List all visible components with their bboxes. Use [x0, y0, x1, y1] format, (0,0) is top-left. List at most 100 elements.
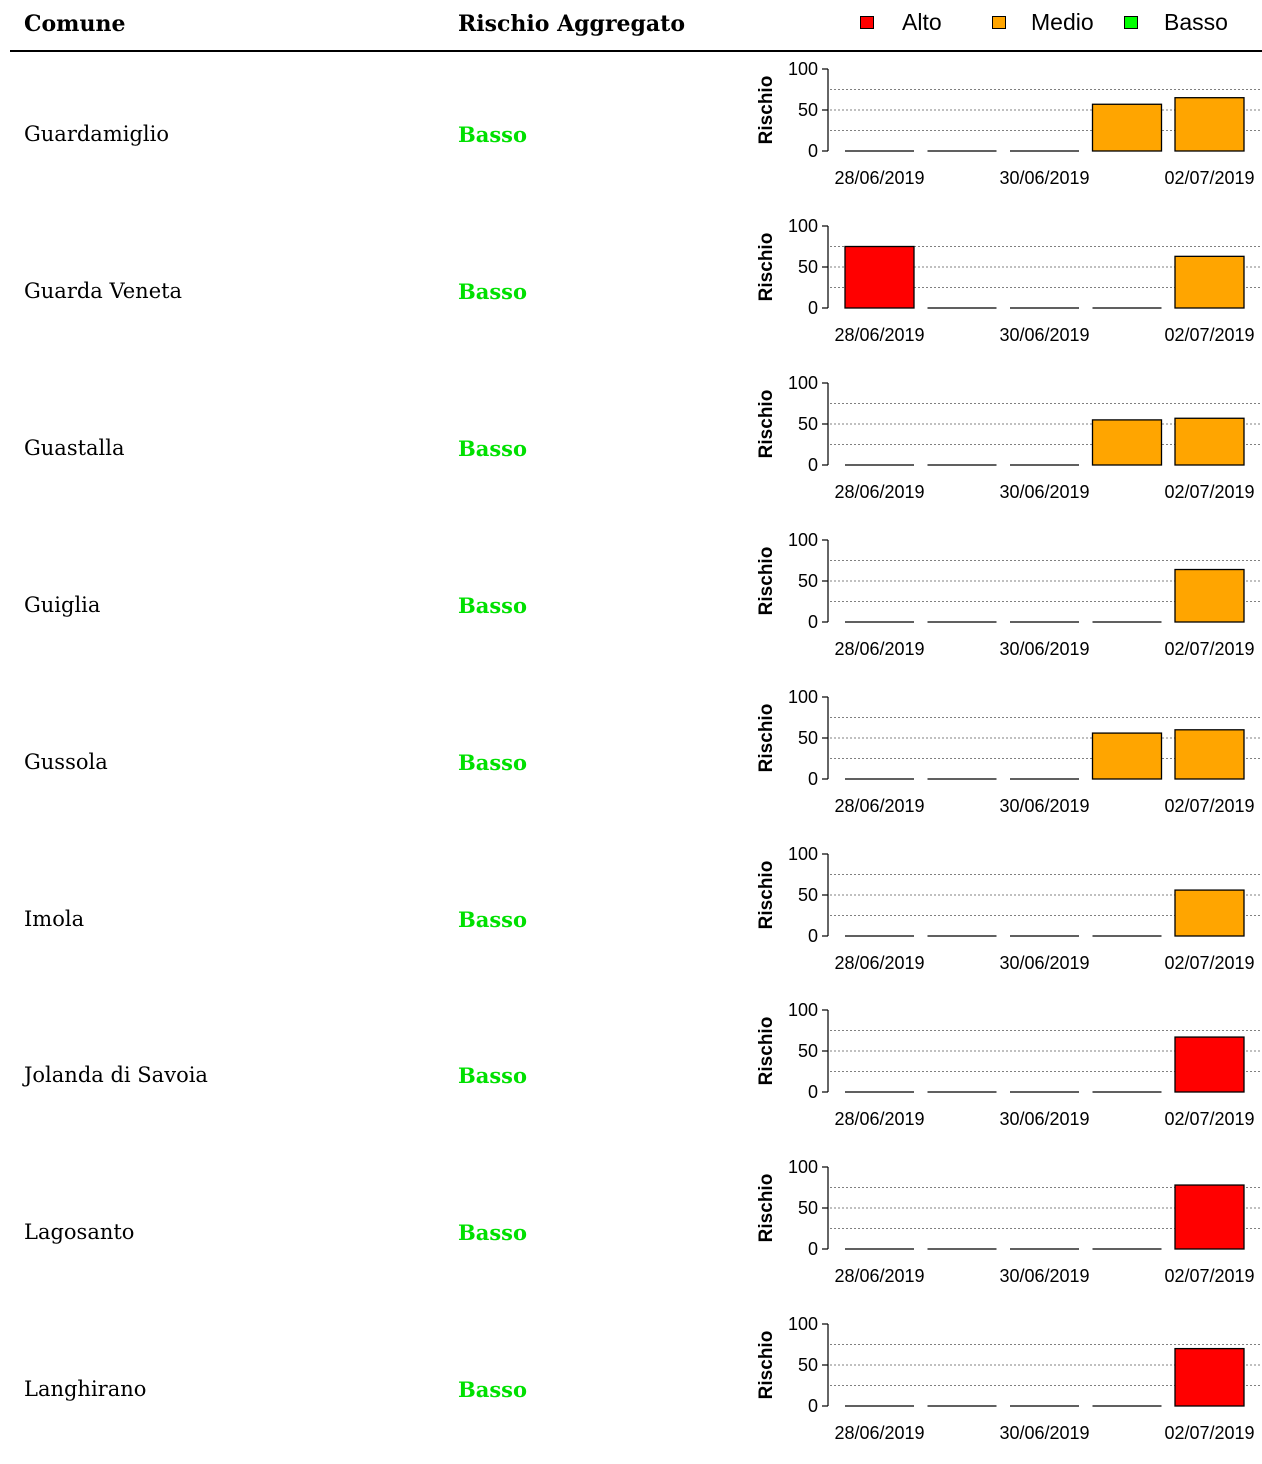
y-tick-label: 50 [798, 257, 818, 277]
legend-label-basso: Basso [1164, 9, 1228, 35]
risk-bar [1174, 1184, 1245, 1250]
y-tick-label: 0 [808, 1396, 818, 1416]
rischio-aggregato-value: Basso [458, 278, 528, 304]
y-tick-label: 100 [788, 687, 818, 707]
rischio-aggregato-value: Basso [458, 592, 528, 618]
comune-name: Imola [24, 906, 85, 931]
risk-bar-chart: 0 50 100 Rischio 28/06/2019 30/06/2019 02/07/2… [756, 1157, 1261, 1286]
comune-name: Gussola [24, 749, 108, 774]
x-tick-label: 02/07/2019 [1164, 168, 1254, 188]
risk-bar-chart: 0 50 100 Rischio 28/06/2019 30/06/2019 02/07/2… [756, 1314, 1261, 1443]
header-divider [10, 50, 1262, 52]
risk-bar-chart: 0 50 100 Rischio 28/06/2019 30/06/2019 02/07/2… [756, 216, 1261, 345]
rischio-aggregato-value: Basso [458, 1377, 528, 1403]
y-axis-label: Rischio [756, 546, 777, 615]
x-tick-label: 30/06/2019 [999, 482, 1089, 502]
y-tick-label: 100 [788, 844, 818, 864]
rischio-aggregato-value: Basso [458, 1220, 528, 1246]
table-row: Guastalla Basso 0 50 100 Rischio 28/06/2019 30/… [0, 366, 1262, 523]
x-tick-label: 28/06/2019 [834, 639, 924, 659]
y-axis-label: Rischio [756, 1017, 777, 1086]
x-tick-label: 02/07/2019 [1164, 325, 1254, 345]
comune-name: Guardamiglio [24, 122, 169, 146]
rischio-aggregato-value: Basso [458, 749, 528, 775]
risk-bar [1174, 1036, 1245, 1094]
risk-bar-chart: 0 50 100 Rischio 28/06/2019 30/06/2019 02/07/2… [756, 844, 1261, 973]
risk-bar [1091, 103, 1163, 152]
x-tick-label: 30/06/2019 [999, 1109, 1089, 1129]
comune-name: Langhirano [24, 1377, 147, 1402]
x-tick-label: 02/07/2019 [1164, 953, 1254, 973]
risk-bar [844, 245, 915, 309]
legend-label-medio: Medio [1031, 9, 1094, 35]
y-tick-label: 100 [788, 59, 818, 79]
table-row: Langhirano Basso 0 50 100 Rischio 28/06/2019 30… [0, 1307, 1262, 1464]
x-tick-label: 30/06/2019 [999, 1266, 1089, 1286]
comune-column-header: Comune [24, 11, 126, 37]
risk-bar-chart: 0 50 100 Rischio 28/06/2019 30/06/2019 02/07/2… [756, 373, 1261, 502]
rischio-aggregato-value: Basso [458, 1063, 528, 1089]
comune-name: Guiglia [24, 592, 101, 617]
x-tick-label: 30/06/2019 [999, 325, 1089, 345]
risk-bar [1174, 255, 1245, 309]
y-tick-label: 50 [798, 1355, 818, 1375]
x-tick-label: 02/07/2019 [1164, 1423, 1254, 1443]
y-axis-label: Rischio [756, 389, 777, 458]
x-tick-label: 02/07/2019 [1164, 1266, 1254, 1286]
x-tick-label: 02/07/2019 [1164, 639, 1254, 659]
comune-name: Guarda Veneta [24, 278, 183, 303]
y-tick-label: 0 [808, 455, 818, 475]
table-row: Lagosanto Basso 0 50 100 Rischio 28/06/2019 30/… [0, 1150, 1262, 1307]
y-tick-label: 0 [808, 298, 818, 318]
y-axis-label: Rischio [756, 1174, 777, 1243]
y-tick-label: 0 [808, 612, 818, 632]
table-row: Gussola Basso 0 50 100 Rischio 28/06/2019 30/06… [0, 680, 1262, 837]
risk-bar [1174, 97, 1245, 152]
table-header: Comune Rischio Aggregato Alto Medio Bass… [0, 0, 1262, 52]
comune-name: Guastalla [24, 435, 125, 460]
risk-bar [1174, 568, 1245, 623]
y-axis-label: Rischio [756, 703, 777, 772]
y-axis-label: Rischio [756, 233, 777, 302]
risk-bar [1174, 888, 1245, 937]
risk-bar [1174, 417, 1245, 466]
y-tick-label: 0 [808, 1239, 818, 1259]
y-tick-label: 0 [808, 769, 818, 789]
x-tick-label: 28/06/2019 [834, 1266, 924, 1286]
rischio-aggregato-value: Basso [458, 435, 528, 461]
y-tick-label: 50 [798, 100, 818, 120]
rischio-aggregato-value: Basso [458, 122, 528, 147]
x-tick-label: 30/06/2019 [999, 796, 1089, 816]
risk-bar [1091, 732, 1163, 780]
table-row: Guardamiglio Basso 0 50 100 Rischio 28/06/2019… [0, 52, 1262, 209]
x-tick-label: 28/06/2019 [834, 796, 924, 816]
y-tick-label: 50 [798, 885, 818, 905]
x-tick-label: 28/06/2019 [834, 168, 924, 188]
risk-bar-chart: 0 50 100 Rischio 28/06/2019 30/06/2019 02/07/2… [756, 687, 1261, 816]
y-tick-label: 50 [798, 414, 818, 434]
y-axis-label: Rischio [756, 1331, 777, 1400]
x-tick-label: 02/07/2019 [1164, 1109, 1254, 1129]
comune-name: Lagosanto [24, 1220, 135, 1245]
x-tick-label: 28/06/2019 [834, 1423, 924, 1443]
y-axis-label: Rischio [756, 860, 777, 929]
rischio-aggregato-value: Basso [458, 906, 528, 932]
table-row: Guarda Veneta Basso 0 50 100 Rischio 28/06/201… [0, 209, 1262, 366]
y-tick-label: 100 [788, 373, 818, 393]
y-tick-label: 0 [808, 1082, 818, 1102]
legend-swatch-alto [860, 16, 874, 29]
x-tick-label: 30/06/2019 [999, 953, 1089, 973]
risk-bar [1174, 728, 1245, 780]
y-tick-label: 100 [788, 216, 818, 236]
legend-label-alto: Alto [902, 9, 942, 35]
rischio-aggregato-column-header: Rischio Aggregato [458, 11, 686, 37]
y-tick-label: 100 [788, 1000, 818, 1020]
risk-bar-chart: 0 50 100 Rischio 28/06/2019 30/06/2019 02/07/2… [756, 1000, 1261, 1129]
x-tick-label: 28/06/2019 [834, 1109, 924, 1129]
risk-bar [1091, 419, 1163, 466]
y-axis-label: Rischio [756, 76, 777, 145]
legend-swatch-basso [1124, 16, 1138, 29]
legend-swatch-medio [992, 16, 1006, 29]
risk-bar-chart: 0 50 100 Rischio 28/06/2019 30/06/2019 02/07/2… [756, 530, 1261, 659]
x-tick-label: 28/06/2019 [834, 325, 924, 345]
